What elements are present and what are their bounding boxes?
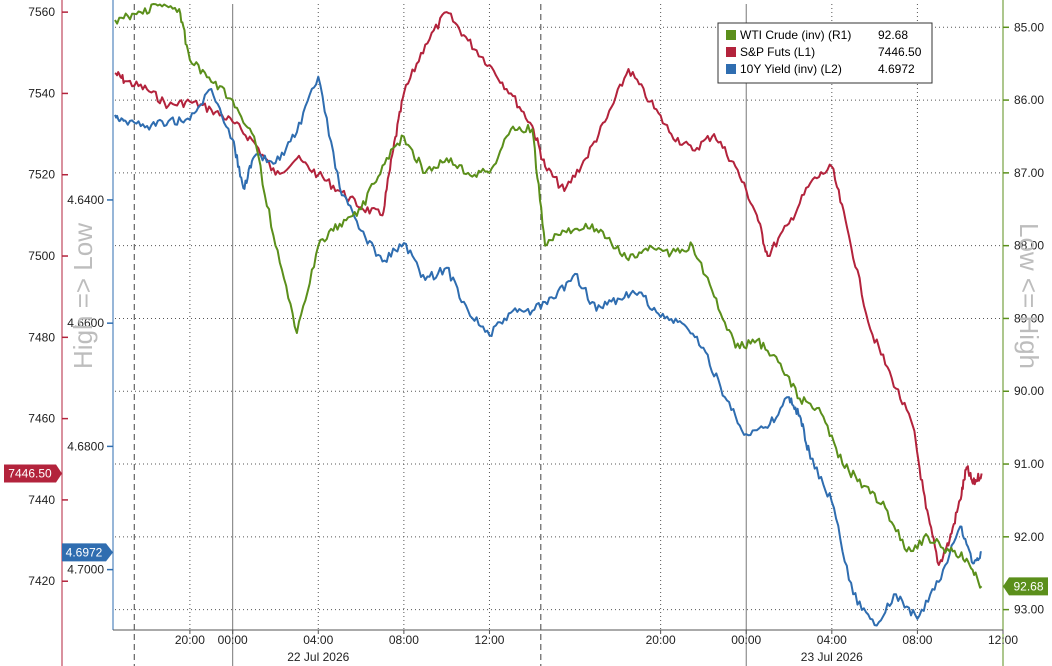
legend-label-yield: 10Y Yield (inv) (L2) bbox=[740, 62, 842, 76]
series-line-wti bbox=[114, 3, 983, 589]
left2-tick-label: 4.6800 bbox=[67, 439, 104, 453]
left2-tick-label: 4.6400 bbox=[67, 193, 104, 207]
left1-tick-label: 7420 bbox=[28, 574, 55, 588]
series-line-spx bbox=[114, 11, 983, 566]
right1-tick-label: 86.00 bbox=[1014, 93, 1044, 107]
legend-swatch-wti bbox=[726, 30, 736, 40]
last-value-tag-spx: 7446.50 bbox=[4, 464, 62, 483]
left1-tick-label: 7480 bbox=[28, 330, 55, 344]
x-tick-label: 20:00 bbox=[646, 633, 676, 647]
right1-tick-label: 87.00 bbox=[1014, 166, 1044, 180]
series-layer bbox=[114, 3, 983, 627]
x-tick-label: 08:00 bbox=[902, 633, 932, 647]
right1-tick-label: 91.00 bbox=[1014, 457, 1044, 471]
last-value-tag-wti: 92.68 bbox=[1003, 577, 1048, 596]
last-value-tag-shape bbox=[62, 543, 113, 562]
right1-tick-label: 92.00 bbox=[1014, 530, 1044, 544]
left1-tick-label: 7540 bbox=[28, 86, 55, 100]
legend-value-wti: 92.68 bbox=[878, 28, 908, 42]
series-line-yield bbox=[114, 75, 982, 627]
legend-swatch-spx bbox=[726, 47, 736, 57]
left-side-label: High => Low bbox=[68, 223, 98, 369]
x-tick-label: 00:00 bbox=[218, 633, 248, 647]
left1-tick-label: 7560 bbox=[28, 5, 55, 19]
right-side-label: Low <= High bbox=[1014, 223, 1044, 369]
legend-item-spx: S&P Futs (L1) 7446.50 bbox=[726, 45, 922, 59]
x-tick-label: 20:00 bbox=[175, 633, 205, 647]
vertical-lines-layer bbox=[133, 4, 747, 666]
legend-item-yield: 10Y Yield (inv) (L2) 4.6972 bbox=[726, 62, 915, 76]
last-value-tag-shape bbox=[1003, 577, 1048, 596]
right1-tick-label: 93.00 bbox=[1014, 603, 1044, 617]
x-tick-label: 04:00 bbox=[303, 633, 333, 647]
last-value-tags-layer: 7446.50 4.6972 92.68 bbox=[4, 464, 1048, 596]
legend-item-wti: WTI Crude (inv) (R1) 92.68 bbox=[726, 28, 908, 42]
right1-tick-label: 88.00 bbox=[1014, 239, 1044, 253]
legend-value-spx: 7446.50 bbox=[878, 45, 922, 59]
x-tick-label: 12:00 bbox=[474, 633, 504, 647]
last-value-tag-label: 92.68 bbox=[1013, 579, 1043, 593]
legend: WTI Crude (inv) (R1) 92.68 S&P Futs (L1)… bbox=[717, 22, 933, 84]
left1-tick-label: 7460 bbox=[28, 412, 55, 426]
last-value-tag-shape bbox=[4, 464, 62, 483]
left2-tick-label: 4.6600 bbox=[67, 316, 104, 330]
last-value-tag-yield: 4.6972 bbox=[62, 543, 113, 562]
right1-tick-label: 85.00 bbox=[1014, 20, 1044, 34]
legend-value-yield: 4.6972 bbox=[878, 62, 915, 76]
left1-tick-label: 7440 bbox=[28, 493, 55, 507]
legend-label-wti: WTI Crude (inv) (R1) bbox=[740, 28, 851, 42]
left1-tick-label: 7500 bbox=[28, 249, 55, 263]
last-value-tag-label: 7446.50 bbox=[8, 467, 52, 481]
right1-tick-label: 90.00 bbox=[1014, 384, 1044, 398]
grid-layer bbox=[115, 4, 1004, 630]
x-tick-label: 08:00 bbox=[389, 633, 419, 647]
x-tick-label: 12:00 bbox=[988, 633, 1018, 647]
x-tick-label: 04:00 bbox=[817, 633, 847, 647]
tick-labels-layer: 7420 7440 7460 7480 7500 7520 7540 7560 4.6400 4.… bbox=[28, 5, 1044, 664]
legend-box bbox=[717, 22, 933, 84]
x-date-label: 22 Jul 2026 bbox=[287, 650, 349, 664]
right1-tick-label: 89.00 bbox=[1014, 311, 1044, 325]
x-date-label: 23 Jul 2026 bbox=[801, 650, 863, 664]
last-value-tag-label: 4.6972 bbox=[66, 545, 103, 559]
legend-swatch-yield bbox=[726, 64, 736, 74]
left1-tick-label: 7520 bbox=[28, 168, 55, 182]
left2-tick-label: 4.7000 bbox=[67, 563, 104, 577]
x-tick-label: 00:00 bbox=[731, 633, 761, 647]
legend-label-spx: S&P Futs (L1) bbox=[740, 45, 815, 59]
